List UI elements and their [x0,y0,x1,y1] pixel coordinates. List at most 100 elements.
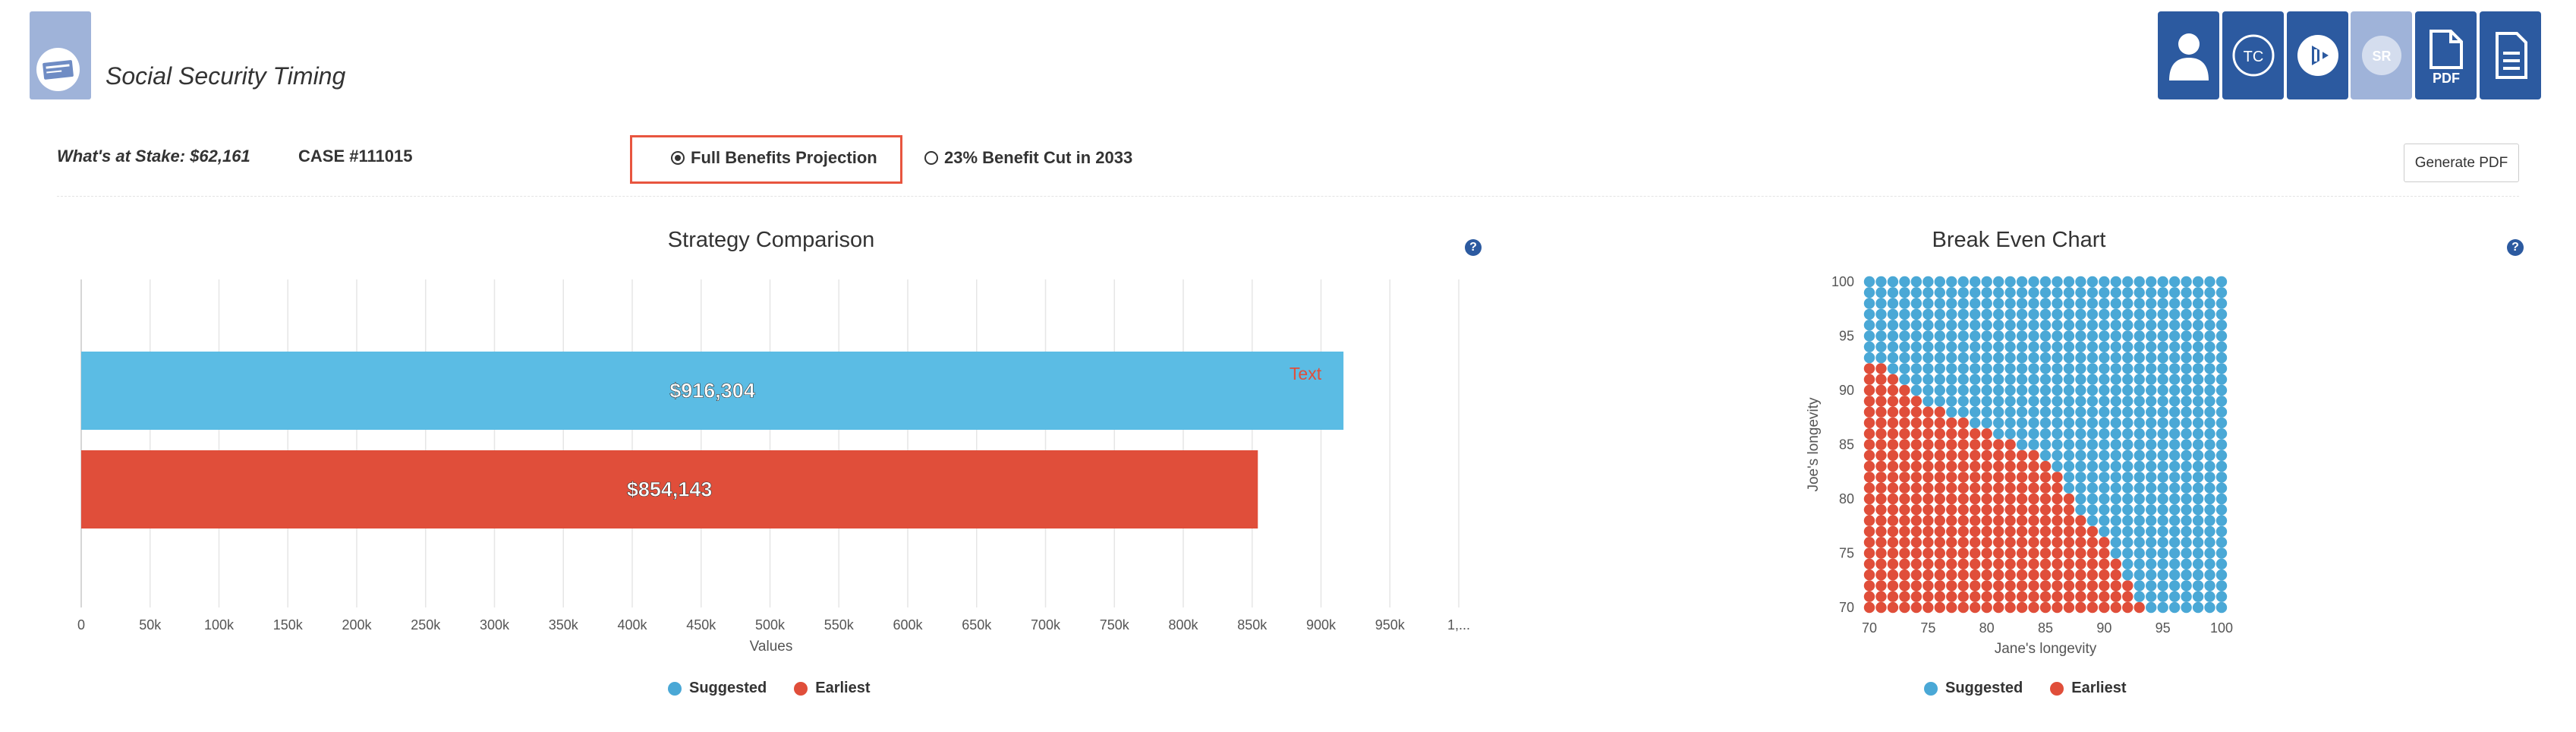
scatter-point-suggested [1863,298,1875,309]
scatter-point-suggested [2099,308,2110,320]
scatter-point-earliest [1910,504,1923,516]
scatter-point-suggested [2146,276,2157,288]
scatter-point-earliest [2075,580,2086,592]
client-profile-button[interactable] [2158,11,2219,99]
generate-pdf-button[interactable]: Generate PDF [2404,144,2519,182]
scatter-point-suggested [2204,406,2215,418]
strategy-help-icon[interactable]: ? [1465,239,1482,256]
scatter-point-suggested [2039,320,2052,331]
scatter-point-suggested [2192,450,2204,461]
scatter-point-suggested [2134,591,2145,602]
scatter-point-suggested [2146,417,2157,429]
breakeven-help-icon[interactable]: ? [2507,239,2524,256]
scatter-point-suggested [2134,472,2145,483]
play-button[interactable] [2287,11,2348,99]
scatter-point-suggested [1946,374,1957,385]
scatter-point-earliest [2004,537,2016,548]
scatter-point-suggested [2075,460,2086,472]
scatter-point-suggested [2075,330,2086,342]
scatter-point-suggested [2063,330,2075,342]
scatter-point-suggested [2004,320,2016,331]
breakeven-legend-earliest[interactable]: Earliest [2050,680,2127,697]
scatter-point-suggested [2110,276,2121,288]
person-icon [2168,33,2209,80]
scatter-point-suggested [2052,396,2063,407]
breakeven-legend-suggested[interactable]: Suggested [1924,680,2023,697]
scatter-point-suggested [1957,363,1969,374]
scatter-point-suggested [2192,472,2204,483]
scatter-point-suggested [2122,406,2134,418]
scatter-point-suggested [1934,374,1945,385]
scatter-point-suggested [2134,287,2145,298]
scatter-point-suggested [1992,352,2004,364]
scatter-point-suggested [2181,320,2192,331]
scatter-point-suggested [1910,320,1923,331]
scatter-point-suggested [2204,569,2215,581]
scatter-point-suggested [1981,406,1992,418]
scatter-point-suggested [2204,493,2215,505]
sr-button[interactable]: SR [2351,11,2412,99]
scatter-point-suggested [2039,384,2052,396]
scatter-point-suggested [2028,417,2039,429]
scatter-point-earliest [1957,472,1969,483]
scatter-point-suggested [2168,482,2181,494]
bar-suggested[interactable] [81,352,1344,430]
scatter-point-suggested [2086,504,2099,516]
scatter-point-earliest [2063,601,2075,614]
bar-earliest[interactable] [81,450,1258,528]
scatter-point-earliest [1875,406,1887,418]
scatter-point-earliest [1923,406,1934,418]
scatter-point-earliest [1923,515,1934,526]
x-tick-label: 200k [342,617,372,633]
scatter-point-suggested [1992,276,2004,288]
scatter-point-earliest [2052,569,2063,581]
scatter-point-suggested [2215,569,2228,581]
scatter-point-suggested [2063,384,2075,396]
scatter-point-earliest [2016,472,2028,483]
scatter-point-earliest [1970,482,1981,494]
scatter-point-earliest [2086,525,2099,538]
scatter-point-suggested [2168,601,2181,614]
scatter-point-earliest [1970,547,1981,559]
scatter-point-earliest [1863,472,1875,483]
scatter-point-earliest [1910,580,1923,592]
scatter-point-suggested [2134,482,2145,494]
scatter-point-suggested [2028,406,2039,418]
full-benefits-radio[interactable]: Full Benefits Projection [671,148,877,168]
scatter-point-suggested [2075,428,2086,440]
scatter-point-suggested [2063,341,2075,352]
scatter-point-suggested [2134,298,2145,309]
scatter-point-suggested [2181,276,2192,288]
scatter-point-suggested [1863,352,1875,364]
scatter-point-suggested [2204,298,2215,309]
scatter-point-earliest [2016,450,2028,461]
scatter-point-suggested [2146,384,2157,396]
scatter-point-earliest [1910,406,1923,418]
document-button[interactable] [2480,11,2541,99]
scatter-point-suggested [2134,417,2145,429]
scatter-point-earliest [1863,547,1875,559]
benefit-cut-radio[interactable]: 23% Benefit Cut in 2033 [924,148,1132,168]
scatter-point-earliest [1863,363,1875,374]
scatter-point-suggested [2075,308,2086,320]
scatter-point-suggested [2157,482,2168,494]
scatter-point-suggested [2028,320,2039,331]
scatter-point-suggested [2099,341,2110,352]
scatter-point-earliest [2110,580,2121,592]
tc-button[interactable]: TC [2222,11,2284,99]
pdf-button[interactable]: PDF [2415,11,2477,99]
scatter-point-suggested [1887,330,1899,342]
scatter-point-suggested [2192,320,2204,331]
scatter-point-earliest [2063,493,2075,505]
scatter-point-suggested [1946,406,1957,418]
scatter-point-suggested [2099,406,2110,418]
legend-earliest[interactable]: Earliest [794,680,871,697]
legend-suggested[interactable]: Suggested [668,680,767,697]
scatter-point-earliest [2016,569,2028,581]
scatter-point-earliest [1992,547,2004,559]
scatter-point-suggested [2168,591,2181,602]
scatter-point-suggested [2192,504,2204,516]
scatter-point-suggested [2215,515,2228,526]
x-tick-label: 80 [1979,620,1995,636]
scatter-point-earliest [1970,569,1981,581]
